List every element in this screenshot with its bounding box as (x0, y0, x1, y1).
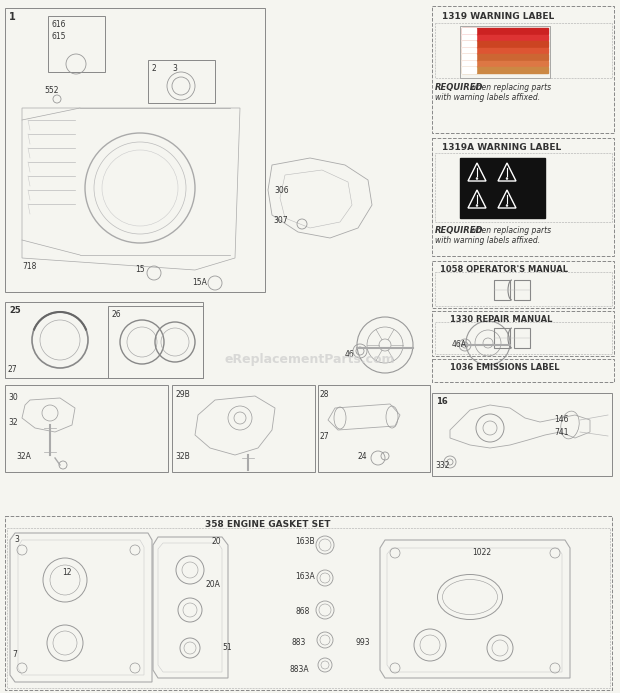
Text: 7: 7 (12, 650, 17, 659)
Bar (462, 28, 476, 33)
Text: 718: 718 (22, 262, 37, 271)
Text: 1058 OPERATOR'S MANUAL: 1058 OPERATOR'S MANUAL (440, 265, 568, 274)
Text: 20A: 20A (205, 580, 220, 589)
Text: 32B: 32B (175, 452, 190, 461)
Bar (462, 48, 548, 53)
Text: with warning labels affixed.: with warning labels affixed. (435, 93, 540, 102)
Text: 26: 26 (112, 310, 122, 319)
Bar (462, 67, 476, 73)
Text: 30: 30 (8, 393, 18, 402)
Text: 29B: 29B (175, 390, 190, 399)
Text: 883A: 883A (290, 665, 309, 674)
Bar (462, 48, 476, 53)
Bar (462, 54, 548, 60)
Text: 993: 993 (355, 638, 370, 647)
Bar (494, 328, 510, 348)
Text: when replacing parts: when replacing parts (468, 83, 551, 92)
Text: 12: 12 (62, 568, 71, 577)
Text: 25: 25 (9, 306, 20, 315)
Circle shape (506, 177, 508, 179)
Circle shape (506, 204, 508, 207)
Text: 146: 146 (554, 415, 569, 424)
Bar (460, 158, 545, 218)
Text: 1330 REPAIR MANUAL: 1330 REPAIR MANUAL (450, 315, 552, 324)
Bar (462, 35, 476, 40)
Bar (462, 35, 548, 40)
Text: 868: 868 (295, 607, 309, 616)
Bar (462, 41, 548, 46)
Text: with warning labels affixed.: with warning labels affixed. (435, 236, 540, 245)
Bar (462, 41, 476, 46)
Text: 1319 WARNING LABEL: 1319 WARNING LABEL (442, 12, 554, 21)
Text: 24: 24 (358, 452, 368, 461)
Text: REQUIRED: REQUIRED (435, 226, 484, 235)
Text: 27: 27 (320, 432, 330, 441)
Text: 307: 307 (273, 216, 288, 225)
Bar (494, 280, 510, 300)
Text: eReplacementParts.com: eReplacementParts.com (224, 353, 396, 367)
Text: 1022: 1022 (472, 548, 491, 557)
Text: 616: 616 (52, 20, 66, 29)
Text: 552: 552 (44, 86, 58, 95)
Text: 16: 16 (436, 397, 448, 406)
Text: 3: 3 (172, 64, 177, 73)
Text: 332: 332 (435, 461, 449, 470)
Text: 15A: 15A (192, 278, 207, 287)
Text: 306: 306 (274, 186, 289, 195)
Text: 28: 28 (320, 390, 329, 399)
Text: 32A: 32A (16, 452, 31, 461)
Text: 27: 27 (8, 365, 17, 374)
Text: 615: 615 (52, 32, 66, 41)
Bar (514, 328, 530, 348)
Text: 163B: 163B (295, 537, 314, 546)
Text: 163A: 163A (295, 572, 315, 581)
Bar (462, 28, 548, 33)
Text: 883: 883 (292, 638, 306, 647)
Circle shape (476, 204, 478, 207)
Text: 741: 741 (554, 428, 569, 437)
Text: 46: 46 (345, 350, 355, 359)
Text: 32: 32 (8, 418, 17, 427)
Text: 2: 2 (152, 64, 157, 73)
Bar (462, 60, 476, 66)
Text: 358 ENGINE GASKET SET: 358 ENGINE GASKET SET (205, 520, 330, 529)
Bar (462, 54, 476, 60)
Text: 20: 20 (212, 537, 221, 546)
Circle shape (476, 177, 478, 179)
Text: REQUIRED: REQUIRED (435, 83, 484, 92)
Bar (462, 67, 548, 73)
Text: 51: 51 (222, 643, 232, 652)
Text: 1319A WARNING LABEL: 1319A WARNING LABEL (442, 143, 561, 152)
Bar (462, 60, 548, 66)
Text: when replacing parts: when replacing parts (468, 226, 551, 235)
Text: 15: 15 (135, 265, 144, 274)
Text: 3: 3 (14, 535, 19, 544)
Bar (514, 280, 530, 300)
Text: 1: 1 (9, 12, 16, 22)
Text: 46A: 46A (452, 340, 467, 349)
Text: 1036 EMISSIONS LABEL: 1036 EMISSIONS LABEL (450, 363, 559, 372)
